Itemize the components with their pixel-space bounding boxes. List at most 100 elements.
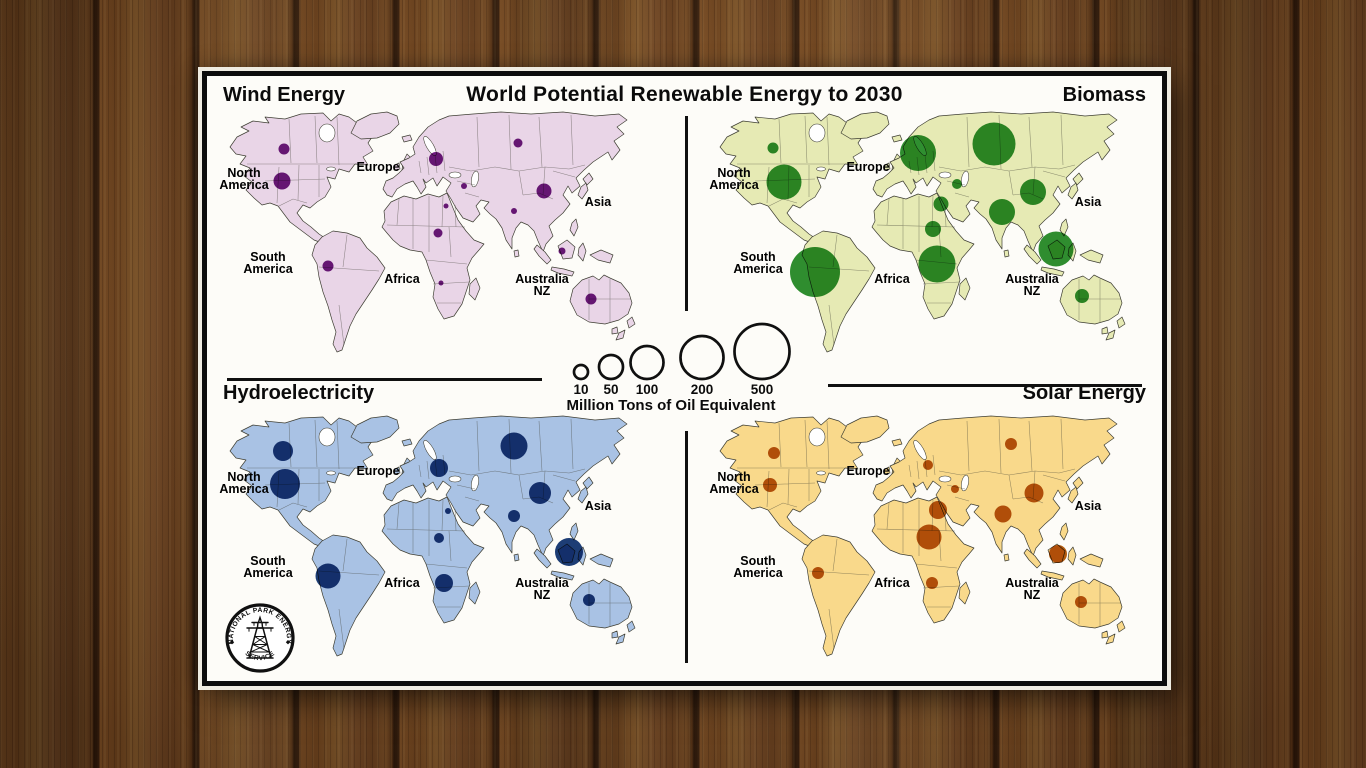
legend-value-10: 10 xyxy=(573,382,588,397)
region-label-north-america: America xyxy=(219,178,269,192)
bubble-solar-united-states xyxy=(763,478,777,492)
bubble-solar-indonesia xyxy=(1049,545,1067,563)
section-title-wind: Wind Energy xyxy=(223,84,346,106)
region-label-australia-nz: NZ xyxy=(534,588,551,602)
section-title-solar: Solar Energy xyxy=(1022,382,1146,404)
legend-value-100: 100 xyxy=(636,382,659,397)
bubble-solar-india xyxy=(994,505,1012,523)
legend-circle-50 xyxy=(597,353,625,381)
region-label-europe: Europe xyxy=(846,160,889,174)
bubble-hydro-sahara xyxy=(445,508,451,514)
bubble-wind-middle-east xyxy=(461,183,467,189)
legend-value-200: 200 xyxy=(691,382,714,397)
bubble-biomass-indonesia xyxy=(1038,231,1074,267)
region-label-north-america: North xyxy=(717,166,750,180)
bubble-wind-central-africa xyxy=(433,228,443,238)
bubble-solar-middle-east xyxy=(951,485,959,493)
region-label-south-america: America xyxy=(243,566,293,580)
bubble-biomass-russia xyxy=(972,122,1016,166)
region-label-south-america: America xyxy=(243,262,293,276)
bubble-wind-india xyxy=(511,208,517,214)
region-label-south-america: South xyxy=(250,250,285,264)
region-label-australia-nz: NZ xyxy=(1024,284,1041,298)
bubble-hydro-china xyxy=(529,482,551,504)
legend-circle-100 xyxy=(629,344,665,381)
bubble-hydro-india xyxy=(508,510,520,522)
bubble-biomass-india xyxy=(989,199,1015,225)
region-label-africa: Africa xyxy=(384,272,420,286)
region-label-north-america: North xyxy=(227,166,260,180)
region-label-europe: Europe xyxy=(356,160,399,174)
bubble-biomass-canada xyxy=(767,142,779,154)
size-legend: 10 50 100 200 500 Million Tons of Oil Equiva… xyxy=(567,322,791,414)
region-label-australia-nz: Australia xyxy=(515,576,570,590)
bubble-hydro-australia xyxy=(583,594,595,606)
region-label-south-america: America xyxy=(733,566,783,580)
bubble-hydro-south-america xyxy=(315,563,341,589)
bubble-solar-china xyxy=(1024,483,1044,503)
bubble-wind-sahara xyxy=(443,203,449,209)
map-biomass: NorthAmericaEuropeAsiaSouthAmericaAfrica… xyxy=(709,111,1126,353)
divider-bottom-vertical xyxy=(685,431,688,663)
divider-right-horizontal xyxy=(828,384,1142,387)
legend-circle-10 xyxy=(572,363,590,381)
page-title: World Potential Renewable Energy to 2030 xyxy=(466,83,903,106)
bubble-biomass-east-africa xyxy=(918,245,956,283)
bubble-biomass-sudan xyxy=(925,221,941,237)
bubble-solar-chad-sudan xyxy=(916,524,942,550)
bubble-wind-southern-africa xyxy=(438,280,444,286)
region-label-south-america: South xyxy=(250,554,285,568)
bubble-biomass-egypt xyxy=(933,196,949,212)
region-label-asia: Asia xyxy=(585,499,612,513)
region-label-australia-nz: Australia xyxy=(1005,576,1060,590)
legend-circle-200 xyxy=(679,334,725,381)
bubble-biomass-south-america xyxy=(790,247,840,297)
region-label-north-america: America xyxy=(709,178,759,192)
bubble-hydro-europe xyxy=(430,459,448,477)
region-label-south-america: America xyxy=(733,262,783,276)
bubble-biomass-australia xyxy=(1075,289,1089,303)
logo-ring xyxy=(225,603,295,673)
bubble-wind-china xyxy=(536,183,552,199)
bubble-solar-libya-egypt xyxy=(929,501,947,519)
region-label-north-america: America xyxy=(709,482,759,496)
bubble-wind-europe xyxy=(429,152,443,166)
region-label-africa: Africa xyxy=(874,576,910,590)
bubble-hydro-indonesia xyxy=(555,538,583,566)
bubble-wind-russia xyxy=(513,138,523,148)
legend-circle-500 xyxy=(733,322,791,381)
bubble-wind-south-america xyxy=(322,260,334,272)
bubble-biomass-united-states xyxy=(766,164,802,200)
section-title-hydro: Hydroelectricity xyxy=(223,382,375,404)
bubble-hydro-central-africa xyxy=(434,533,444,543)
legend-value-50: 50 xyxy=(603,382,618,397)
region-label-north-america: America xyxy=(219,482,269,496)
bubble-hydro-zambezi xyxy=(435,574,453,592)
section-title-biomass: Biomass xyxy=(1062,84,1146,106)
map-wind-energy: NorthAmericaEuropeAsiaSouthAmericaAfrica… xyxy=(219,111,636,353)
bubble-wind-united-states xyxy=(273,172,291,190)
map-hydroelectricity: NorthAmericaEuropeAsiaSouthAmericaAfrica… xyxy=(219,415,636,657)
divider-top-vertical xyxy=(685,116,688,311)
region-label-asia: Asia xyxy=(585,195,612,209)
map-solar-energy: NorthAmericaEuropeAsiaSouthAmericaAfrica… xyxy=(709,415,1126,657)
region-label-north-america: North xyxy=(717,470,750,484)
transmission-tower-icon xyxy=(246,615,274,659)
divider-left-horizontal xyxy=(227,378,542,381)
bubble-wind-canada xyxy=(278,143,290,155)
poster: World Potential Renewable Energy to 2030… xyxy=(198,67,1171,690)
region-label-australia-nz: NZ xyxy=(534,284,551,298)
logo-national-park-energy-service: NATIONAL PARK ENERGY SERVICE xyxy=(225,603,295,673)
bubble-solar-southern-africa xyxy=(926,577,938,589)
bubble-solar-russia xyxy=(1005,438,1017,450)
bubble-biomass-caucasus xyxy=(952,179,962,189)
bubble-wind-indonesia xyxy=(558,247,566,255)
bubble-hydro-canada xyxy=(273,441,293,461)
bubble-biomass-china xyxy=(1020,179,1046,205)
bubble-solar-canada xyxy=(768,447,780,459)
bubble-hydro-united-states xyxy=(270,469,300,499)
region-label-australia-nz: NZ xyxy=(1024,588,1041,602)
bubble-solar-europe xyxy=(923,460,933,470)
bubble-solar-south-america xyxy=(812,567,824,579)
region-label-south-america: South xyxy=(740,250,775,264)
